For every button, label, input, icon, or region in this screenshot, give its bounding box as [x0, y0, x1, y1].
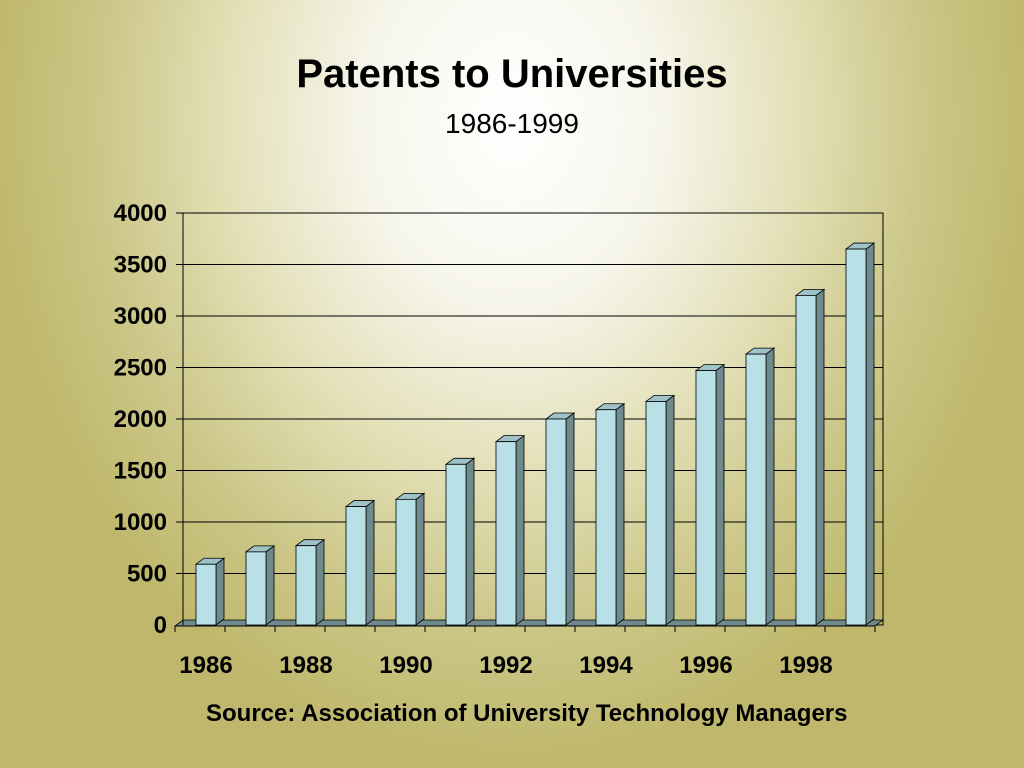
bar-front [745, 353, 767, 626]
bar-1992 [494, 434, 526, 626]
bar-front [595, 409, 617, 626]
bar-front [345, 506, 367, 626]
source-note: Source: Association of University Techno… [206, 700, 848, 727]
bars [194, 242, 876, 626]
bar-1998 [794, 288, 826, 626]
bar-front [245, 551, 267, 626]
x-tick-label: 1986 [179, 652, 232, 679]
bar-side [465, 457, 475, 626]
x-tick-label: 1992 [479, 652, 532, 679]
bar-front [545, 418, 567, 626]
bar-side [715, 363, 725, 626]
bar-side [265, 545, 275, 626]
bar-1987 [244, 545, 276, 626]
y-tick-label: 3500 [114, 252, 167, 279]
bar-front [395, 498, 417, 626]
bar-front [695, 370, 717, 626]
y-tick-label: 2000 [114, 406, 167, 433]
x-tick-labels: 1986 1988 1990 1992 1994 1996 1998 [179, 652, 832, 679]
y-tick-labels: 0 500 1000 1500 2000 2500 3000 3500 4000 [114, 200, 167, 639]
bar-front [495, 441, 517, 626]
bar-side [415, 492, 425, 626]
chart-floor [173, 619, 885, 627]
bar-side [215, 557, 225, 626]
y-tick-label: 4000 [114, 200, 167, 227]
bar-side [765, 347, 775, 626]
bar-side [665, 394, 675, 626]
bar-1986 [194, 557, 226, 626]
bar-front [795, 294, 817, 626]
bar-side [315, 538, 325, 626]
bar-front [645, 401, 667, 626]
bar-front [445, 463, 467, 626]
y-tick-label: 3000 [114, 303, 167, 330]
bar-side [515, 434, 525, 626]
bar-side [365, 499, 375, 626]
bar-side [815, 288, 825, 626]
y-tick-label: 0 [154, 612, 167, 639]
bar-1994 [594, 402, 626, 626]
y-tick-label: 500 [127, 561, 167, 588]
x-tick-label: 1988 [279, 652, 332, 679]
x-tick-label: 1990 [379, 652, 432, 679]
bar-side [865, 242, 875, 626]
y-tick-label: 2500 [114, 355, 167, 382]
bar-1996 [694, 363, 726, 626]
y-tick-label: 1000 [114, 509, 167, 536]
axes [173, 212, 885, 632]
chart-title: Patents to Universities [296, 52, 728, 96]
x-tick-label: 1998 [779, 652, 832, 679]
bar-1990 [394, 492, 426, 626]
x-tick-label: 1994 [579, 652, 633, 679]
bar-front [195, 563, 217, 626]
bar-front [295, 545, 317, 626]
bar-1995 [644, 394, 676, 626]
bar-1997 [744, 347, 776, 626]
bar-1989 [344, 499, 376, 626]
bar-front [845, 248, 867, 626]
bar-1993 [544, 412, 576, 626]
bar-1999 [844, 242, 876, 626]
bar-1988 [294, 538, 326, 626]
bar-side [615, 402, 625, 626]
x-tick-label: 1996 [679, 652, 732, 679]
gridlines [183, 212, 883, 574]
y-tick-label: 1500 [114, 458, 167, 485]
bar-side [565, 412, 575, 626]
bar-1991 [444, 457, 476, 626]
chart-subtitle: 1986-1999 [445, 108, 579, 139]
